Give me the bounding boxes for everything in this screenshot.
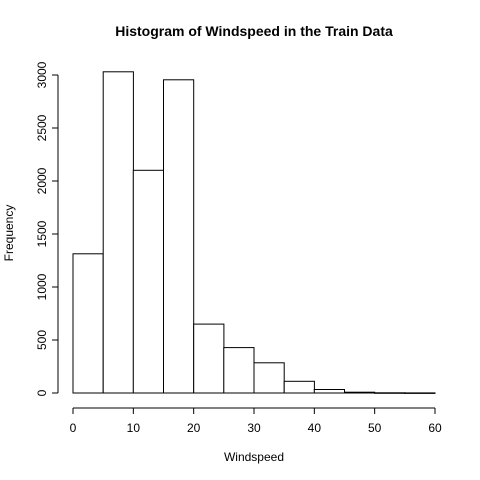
- y-tick-label-6: 3000: [35, 61, 49, 88]
- x-tick-label-1: 10: [127, 421, 141, 435]
- histogram-bar-0: [72, 253, 104, 394]
- y-tick-label-5: 2500: [35, 114, 49, 141]
- x-tick-label-2: 20: [187, 421, 201, 435]
- y-tick-label-4: 2000: [35, 167, 49, 194]
- x-tick-label-3: 30: [247, 421, 261, 435]
- chart-title: Histogram of Windspeed in the Train Data: [115, 23, 393, 39]
- bars-group: [72, 71, 436, 394]
- y-tick-label-2: 1000: [35, 273, 49, 300]
- histogram-bar-2: [132, 169, 165, 394]
- x-tick-label-0: 0: [70, 421, 77, 435]
- histogram-bar-6: [253, 362, 285, 394]
- histogram-bar-9: [344, 391, 376, 394]
- histogram-bar-5: [223, 347, 255, 394]
- y-axis: 0 500 1000 1500 2000 2500 3000: [35, 61, 59, 396]
- histogram-bar-1: [102, 71, 134, 394]
- y-tick-label-3: 1500: [35, 220, 49, 247]
- x-axis-label: Windspeed: [224, 450, 284, 464]
- y-tick-label-1: 500: [35, 330, 49, 350]
- histogram-bar-8: [313, 389, 345, 394]
- histogram-bar-3: [163, 79, 195, 394]
- histogram-bar-4: [193, 323, 225, 394]
- x-tick-label-5: 50: [368, 421, 382, 435]
- histogram-bar-7: [283, 380, 315, 394]
- x-tick-label-6: 60: [428, 421, 442, 435]
- histogram-bar-11: [404, 392, 436, 394]
- y-axis-label: Frequency: [2, 205, 16, 262]
- histogram-bar-10: [374, 392, 406, 394]
- x-tick-label-4: 40: [308, 421, 322, 435]
- y-tick-label-0: 0: [35, 389, 49, 396]
- x-axis: 0 10 20 30 40 50 60: [70, 407, 442, 435]
